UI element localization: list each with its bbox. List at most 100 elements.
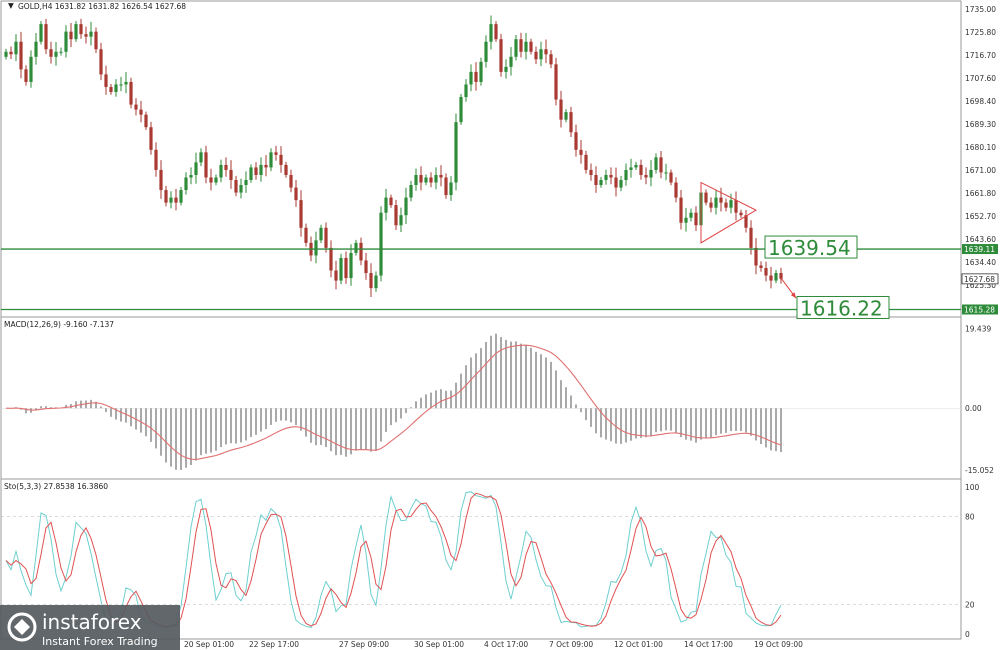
candle-body: [629, 167, 633, 170]
candle-body: [329, 247, 333, 271]
x-tick-label: 7 Oct 09:00: [549, 640, 593, 649]
candle-body: [294, 187, 298, 201]
candle-body: [539, 49, 543, 60]
candle-body: [404, 197, 408, 216]
candle-body: [464, 84, 468, 98]
candle-body: [459, 97, 463, 123]
candle-body: [79, 24, 83, 35]
candle-body: [139, 109, 143, 115]
candle-body: [4, 51, 8, 57]
candle-body: [119, 84, 123, 86]
price-tick-label: 1735.00: [965, 5, 996, 14]
candle-body: [379, 212, 383, 276]
candle-body: [64, 31, 68, 52]
candle-body: [164, 190, 168, 203]
candle-body: [174, 197, 178, 203]
candle-body: [774, 273, 778, 281]
candle-body: [299, 200, 303, 228]
candle-body: [94, 31, 98, 50]
candle-body: [229, 169, 233, 180]
candle-body: [454, 122, 458, 183]
candle-body: [199, 152, 203, 163]
candle-body: [134, 104, 138, 110]
stoch-panel-title: Sto(5,3,3) 27.8538 16.3860: [4, 482, 108, 491]
macd-signal-line: [5, 344, 782, 461]
candle-body: [709, 202, 713, 208]
candle-body: [89, 31, 93, 37]
candle-body: [439, 174, 443, 178]
level-axis-badge-upper: [962, 244, 998, 255]
candle-body: [664, 172, 668, 174]
logo-tagline: Instant Forex Trading: [42, 635, 158, 648]
price-tick-label: 1661.80: [965, 189, 996, 198]
candle-body: [144, 114, 148, 128]
candle-body: [644, 174, 648, 178]
candle-body: [259, 164, 263, 175]
candle-body: [509, 56, 513, 67]
level-axis-badge-lower: [962, 304, 998, 315]
candle-body: [599, 180, 603, 186]
candle-body: [389, 197, 393, 206]
x-tick-label: 20 Sep 01:00: [184, 640, 234, 649]
candle-body: [584, 154, 588, 170]
candle-body: [769, 275, 773, 281]
candle-body: [719, 197, 723, 203]
candle-body: [714, 197, 718, 208]
candle-body: [154, 149, 158, 170]
candle-body: [604, 174, 608, 180]
candle-body: [9, 51, 13, 55]
candle-body: [314, 240, 318, 256]
candle-body: [104, 74, 108, 87]
x-tick-label: 19 Oct 09:00: [754, 640, 803, 649]
level-callout-box-lower: [796, 295, 890, 319]
candle-body: [444, 177, 448, 196]
candle-body: [19, 41, 23, 70]
price-tick-label: 1698.40: [965, 97, 996, 106]
macd-panel-title: MACD(12,26,9) -9.160 -7.137: [4, 320, 114, 329]
candle-body: [694, 212, 698, 226]
candle-body: [269, 152, 273, 168]
candle-body: [579, 149, 583, 155]
candle-body: [194, 162, 198, 175]
candle-body: [214, 177, 218, 183]
candle-body: [124, 81, 128, 85]
candle-body: [369, 273, 373, 289]
candle-body: [524, 41, 528, 52]
candle-body: [519, 39, 523, 52]
price-tick-label: 1625.30: [965, 281, 996, 290]
price-panel-title-arrow: ▼: [8, 1, 14, 10]
x-tick-label: 30 Sep 01:00: [414, 640, 464, 649]
candle-body: [514, 39, 518, 57]
candle-body: [54, 51, 58, 57]
candle-body: [609, 174, 613, 178]
candle-body: [29, 56, 33, 82]
candle-body: [179, 190, 183, 203]
stoch-tick-label: 100: [965, 483, 980, 492]
level-axis-label-lower: 1615.28: [964, 305, 995, 314]
candle-body: [759, 265, 763, 268]
current-price-label: 1627.68: [964, 275, 995, 284]
candle-body: [754, 247, 758, 266]
macd-axis: 19.439 0.00 -15.052: [965, 324, 994, 475]
candle-body: [219, 164, 223, 178]
candle-body: [469, 71, 473, 85]
stoch-signal-line: [5, 492, 782, 628]
candle-body: [244, 180, 248, 186]
logo-name: instaforex: [42, 610, 142, 634]
candle-body: [564, 112, 568, 120]
candle-body: [449, 182, 453, 196]
candle-body: [414, 174, 418, 186]
candle-body: [304, 227, 308, 243]
candle-body: [84, 34, 88, 37]
candle-body: [554, 64, 558, 100]
candle-body: [549, 54, 553, 65]
candles: [4, 15, 783, 297]
macd-indicator: [1, 333, 961, 470]
x-tick-label: 22 Sep 17:00: [249, 640, 299, 649]
annotations: [700, 181, 797, 299]
candle-body: [324, 227, 328, 248]
candle-body: [684, 217, 688, 223]
candle-body: [429, 177, 433, 183]
